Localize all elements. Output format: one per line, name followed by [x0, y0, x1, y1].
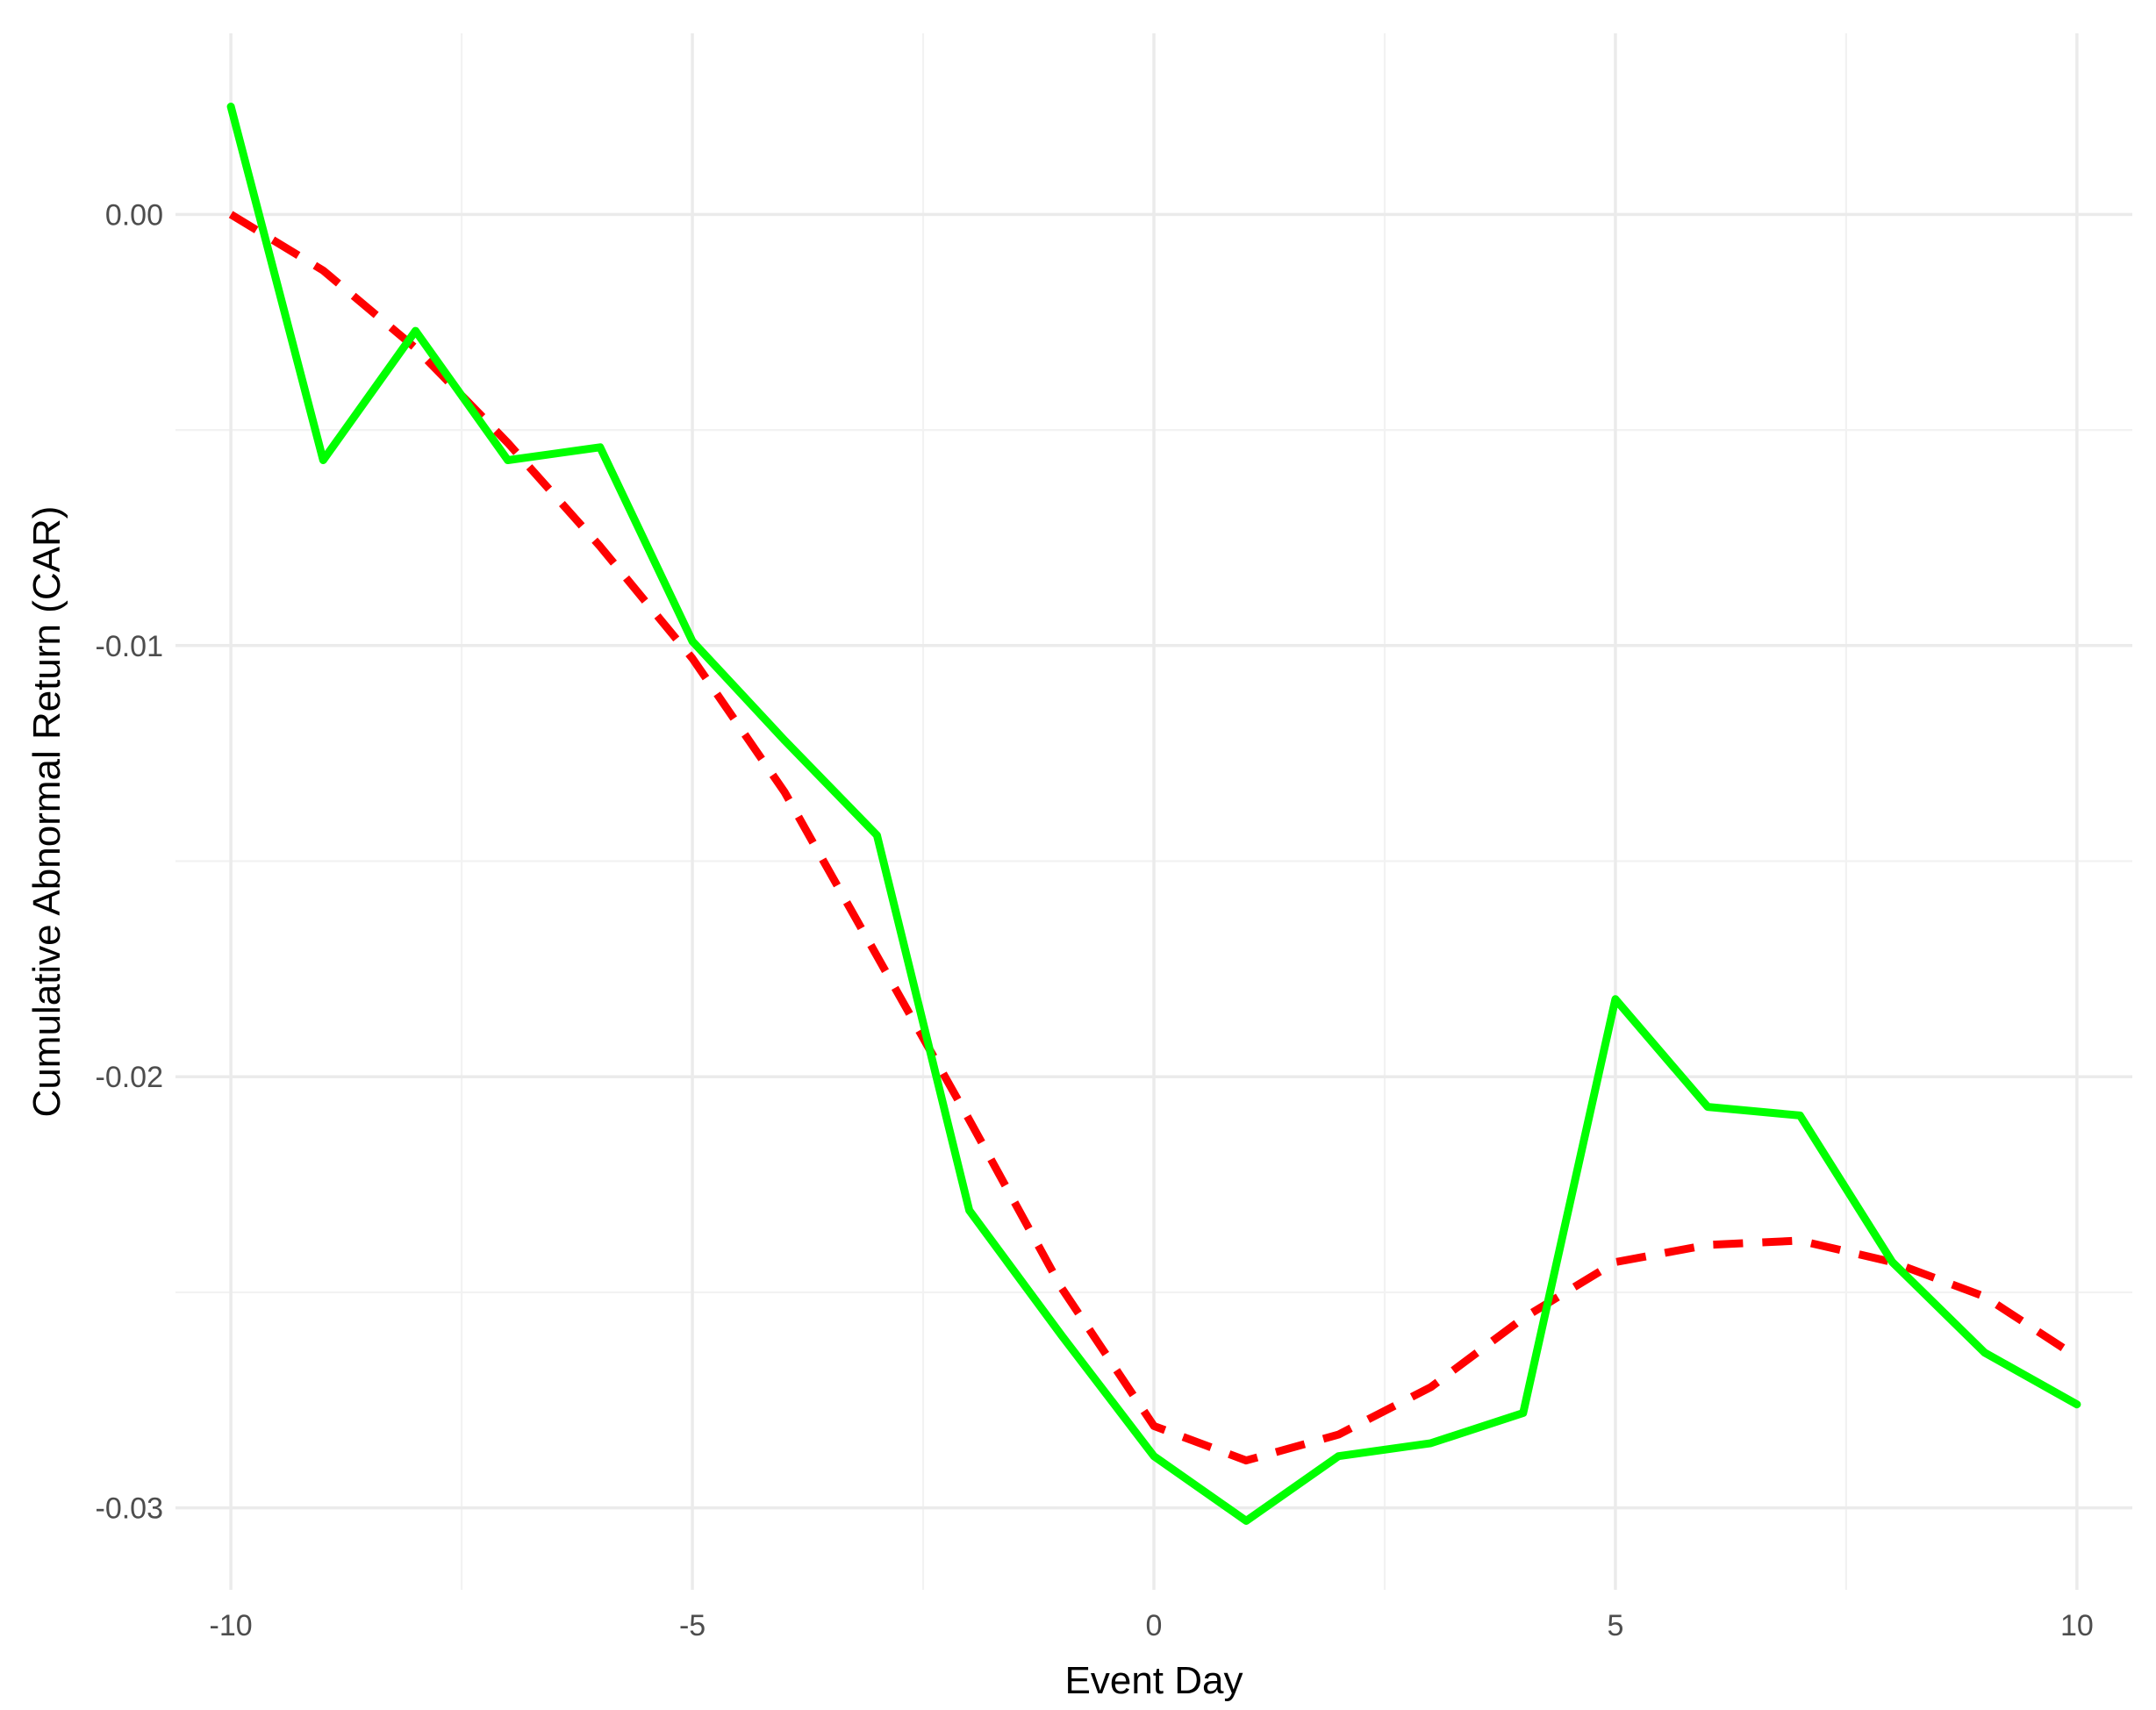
x-tick-label: 0	[1146, 1609, 1163, 1642]
y-tick-label: -0.01	[96, 630, 164, 663]
dashed-red-series-line	[228, 211, 2080, 1465]
y-tick-label: 0.00	[105, 198, 163, 232]
x-tick-label: -5	[679, 1609, 706, 1642]
series-lines	[226, 103, 2081, 1525]
y-axis-tick-labels: 0.00 -0.01 -0.02 -0.03	[96, 198, 164, 1525]
x-axis-tick-labels: -10 -5 0 5 10	[210, 1609, 2094, 1642]
grid-lines	[175, 33, 2132, 1590]
x-axis-title: Event Day	[1065, 1659, 1243, 1702]
y-axis-title: Cumulative Abnormal Return (CAR)	[25, 506, 68, 1118]
x-tick-label: 5	[1607, 1609, 1623, 1642]
x-tick-label: -10	[210, 1609, 253, 1642]
y-tick-label: -0.02	[96, 1061, 164, 1094]
y-tick-label: -0.03	[96, 1492, 164, 1526]
solid-green-series-line	[226, 103, 2081, 1525]
x-tick-label: 10	[2060, 1609, 2094, 1642]
